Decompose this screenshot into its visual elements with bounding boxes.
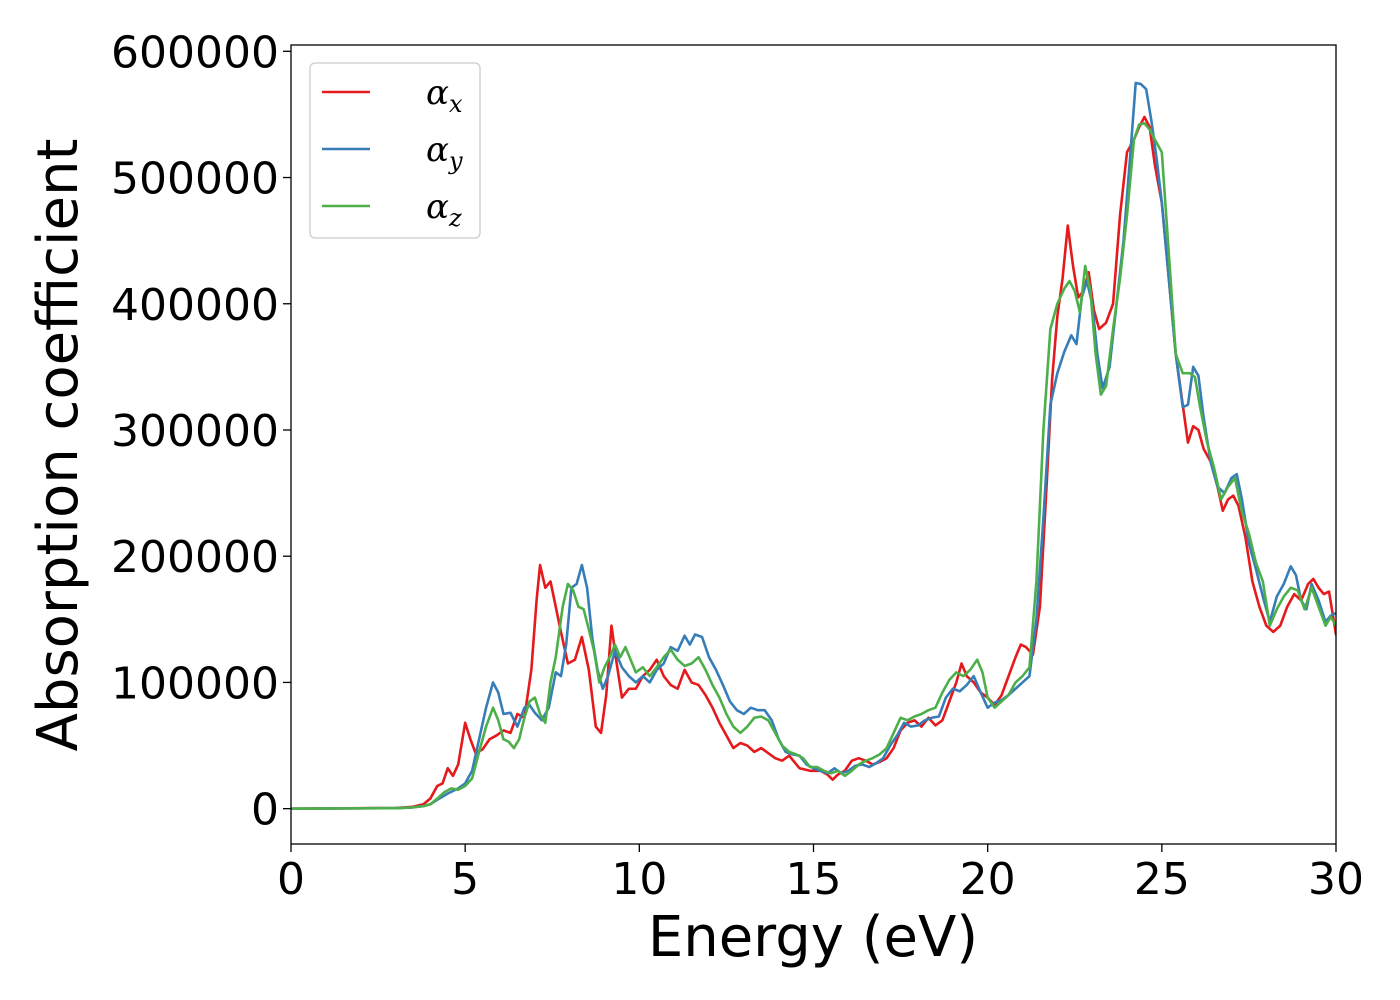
series-layer: [291, 81, 1336, 810]
x-tick-label: 5: [451, 854, 479, 905]
legend: αx αy αz: [309, 62, 481, 239]
legend-label-y: αy: [426, 130, 463, 175]
y-tick-label: 400000: [111, 280, 279, 331]
y-tick-label: 0: [251, 785, 279, 836]
x-tick-label: 15: [786, 854, 842, 905]
ticks-layer: 0 5 10 15 20 25 30 0 100000 200000 300000 400000 500…: [111, 27, 1364, 905]
legend-label-z: αz: [426, 187, 462, 232]
y-axis-label: Absorption coefficient: [26, 139, 91, 752]
legend-box: [309, 62, 481, 239]
y-tick-label: 200000: [111, 532, 279, 583]
series-line-y: [291, 81, 1336, 810]
y-tick-label: 600000: [111, 27, 279, 78]
x-tick-label: 10: [611, 854, 667, 905]
legend-label-x: αx: [426, 73, 463, 118]
y-tick-label: 100000: [111, 658, 279, 709]
legend-items: αx αy αz: [322, 73, 463, 232]
y-tick-label: 500000: [111, 154, 279, 205]
x-tick-label: 30: [1308, 854, 1364, 905]
series-line-x: [291, 115, 1336, 810]
x-tick-label: 25: [1134, 854, 1190, 905]
y-tick-label: 300000: [111, 406, 279, 457]
x-axis-label: Energy (eV): [648, 905, 978, 970]
series-line-z: [291, 121, 1336, 810]
x-tick-label: 20: [960, 854, 1016, 905]
x-tick-label: 0: [277, 854, 305, 905]
